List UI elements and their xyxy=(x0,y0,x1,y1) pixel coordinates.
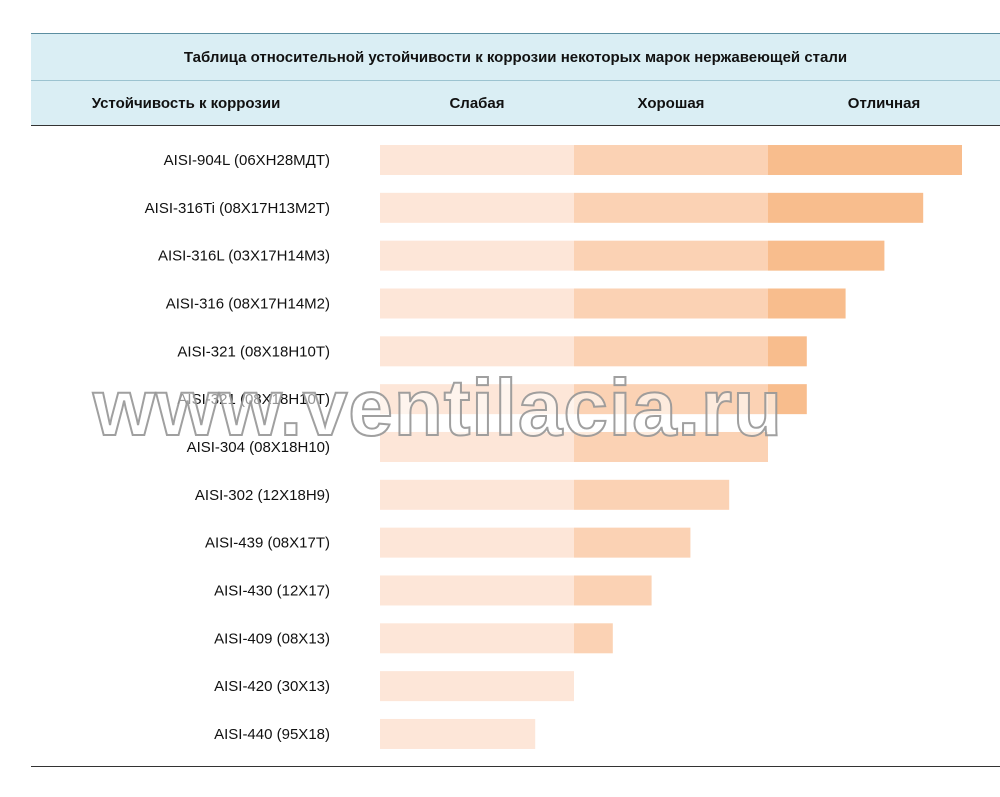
category-label-5: AISI-321 (08Х18Н10Т) xyxy=(177,343,330,360)
level-label-weak: Слабая xyxy=(449,94,505,112)
bar-segment-6-1 xyxy=(380,384,574,415)
bar-segment-12-1 xyxy=(380,671,574,702)
table-title: Таблица относительной устойчивости к кор… xyxy=(31,33,1000,81)
bar-segment-4-2 xyxy=(574,288,768,319)
bar-segment-11-1 xyxy=(380,623,574,654)
header-row: Устойчивость к коррозии Слабая Хорошая О… xyxy=(31,81,1000,126)
bar-segment-3-3 xyxy=(768,240,885,271)
category-label-9: AISI-439 (08Х17Т) xyxy=(205,535,330,552)
category-label-13: AISI-440 (95Х18) xyxy=(214,726,330,743)
category-label-11: AISI-409 (08Х13) xyxy=(214,630,330,647)
bar-segment-2-2 xyxy=(574,192,768,223)
bar-segment-8-2 xyxy=(574,479,730,510)
bar-segment-7-1 xyxy=(380,431,574,462)
row-header-label: Устойчивость к коррозии xyxy=(91,94,281,112)
category-label-12: AISI-420 (30Х13) xyxy=(214,678,330,695)
bar-segment-3-2 xyxy=(574,240,768,271)
bar-segment-4-1 xyxy=(380,288,574,319)
bar-segment-1-1 xyxy=(380,145,574,175)
bar-segment-3-1 xyxy=(380,240,574,271)
bar-segment-5-2 xyxy=(574,336,768,367)
level-label-excellent: Отличная xyxy=(847,94,921,112)
bottom-rule xyxy=(31,766,1000,767)
category-label-3: AISI-316L (03Х17Н14М3) xyxy=(158,248,330,265)
bar-segment-7-2 xyxy=(574,431,768,462)
bar-segment-10-2 xyxy=(574,575,652,606)
bar-segment-8-1 xyxy=(380,479,574,510)
category-label-2: AISI-316Ti (08Х17Н13М2Т) xyxy=(145,200,330,217)
bar-segment-5-1 xyxy=(380,336,574,367)
bar-segment-2-3 xyxy=(768,192,924,223)
level-label-good: Хорошая xyxy=(637,94,705,112)
category-label-4: AISI-316 (08Х17Н14М2) xyxy=(166,295,330,312)
category-label-10: AISI-430 (12Х17) xyxy=(214,582,330,599)
bar-segment-13-1 xyxy=(380,718,536,749)
bar-segment-11-2 xyxy=(574,623,613,654)
bar-segment-9-1 xyxy=(380,527,574,558)
bar-segment-1-3 xyxy=(768,145,962,175)
category-label-7: AISI-304 (08Х18Н10) xyxy=(187,439,330,456)
bar-segment-4-3 xyxy=(768,288,846,319)
bar-segment-5-3 xyxy=(768,336,807,367)
bar-segment-6-3 xyxy=(768,384,807,415)
category-label-8: AISI-302 (12Х18Н9) xyxy=(195,487,330,504)
bar-segment-9-2 xyxy=(574,527,691,558)
bar-segment-6-2 xyxy=(574,384,768,415)
bar-segment-10-1 xyxy=(380,575,574,606)
bar-segment-1-2 xyxy=(574,145,768,175)
bar-segment-2-1 xyxy=(380,192,574,223)
category-label-6: AISI-321 (08Х18Н10Т) xyxy=(177,391,330,408)
category-label-1: AISI-904L (06ХН28МДТ) xyxy=(164,152,330,169)
